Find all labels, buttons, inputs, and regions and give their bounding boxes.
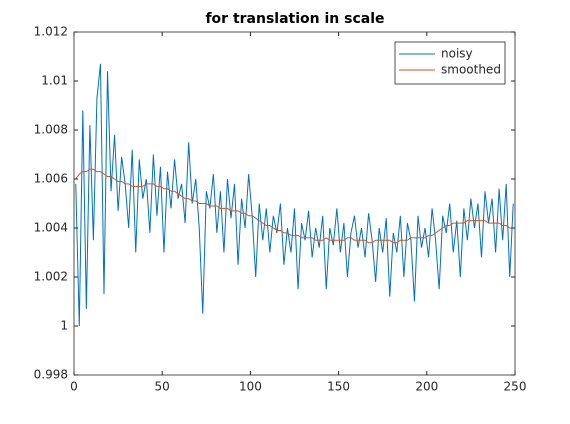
y-tick-label: 1.006 [34,172,68,186]
y-tick-label: 1.008 [34,123,68,137]
y-tick-label: 1.002 [34,270,68,284]
x-tick-label: 0 [70,380,78,394]
y-tick-label: 1 [60,319,68,333]
x-tick-label: 250 [504,380,527,394]
legend-label: noisy [441,47,473,61]
y-tick-label: 1.01 [41,74,68,88]
y-tick-label: 1.012 [34,25,68,39]
data-line [75,168,514,244]
y-tick-label: 0.998 [34,368,68,382]
x-tick-label: 100 [239,380,262,394]
data-line [75,63,514,327]
x-tick-label: 150 [327,380,350,394]
legend-box [394,41,506,85]
x-tick-label: 50 [155,380,170,394]
legend-label: smoothed [441,63,501,77]
axes-box [73,31,516,376]
y-tick-label: 1.004 [34,221,68,235]
chart-title: for translation in scale [205,11,384,27]
x-tick-label: 200 [415,380,438,394]
